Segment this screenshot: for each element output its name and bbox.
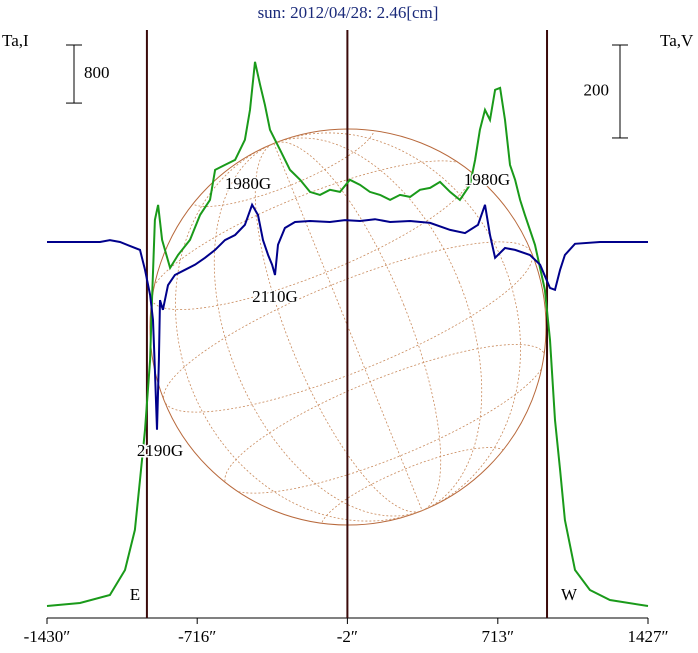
y2-axis-label: Ta,V: [660, 31, 694, 50]
limb-label: E: [130, 585, 140, 604]
series-line: [46, 61, 649, 607]
series-line: [47, 202, 648, 430]
annotation: 2110G: [252, 287, 298, 306]
annotation: 1980G: [464, 170, 510, 189]
limb-label: W: [561, 585, 578, 604]
x-tick-label: 1427″: [627, 627, 668, 646]
scale-bar-label: 800: [84, 63, 110, 82]
annotation: 1980G: [225, 174, 271, 193]
y-axis-label: Ta,I: [2, 31, 29, 50]
x-tick-label: 713″: [482, 627, 515, 646]
chart-title: sun: 2012/04/28: 2.46[cm]: [258, 3, 439, 22]
x-tick-label: -716″: [178, 627, 216, 646]
x-tick-label: -1430″: [24, 627, 71, 646]
annotation: 2190G: [137, 441, 183, 460]
scale-bar-label: 200: [584, 80, 610, 99]
x-tick-label: -2″: [337, 627, 358, 646]
